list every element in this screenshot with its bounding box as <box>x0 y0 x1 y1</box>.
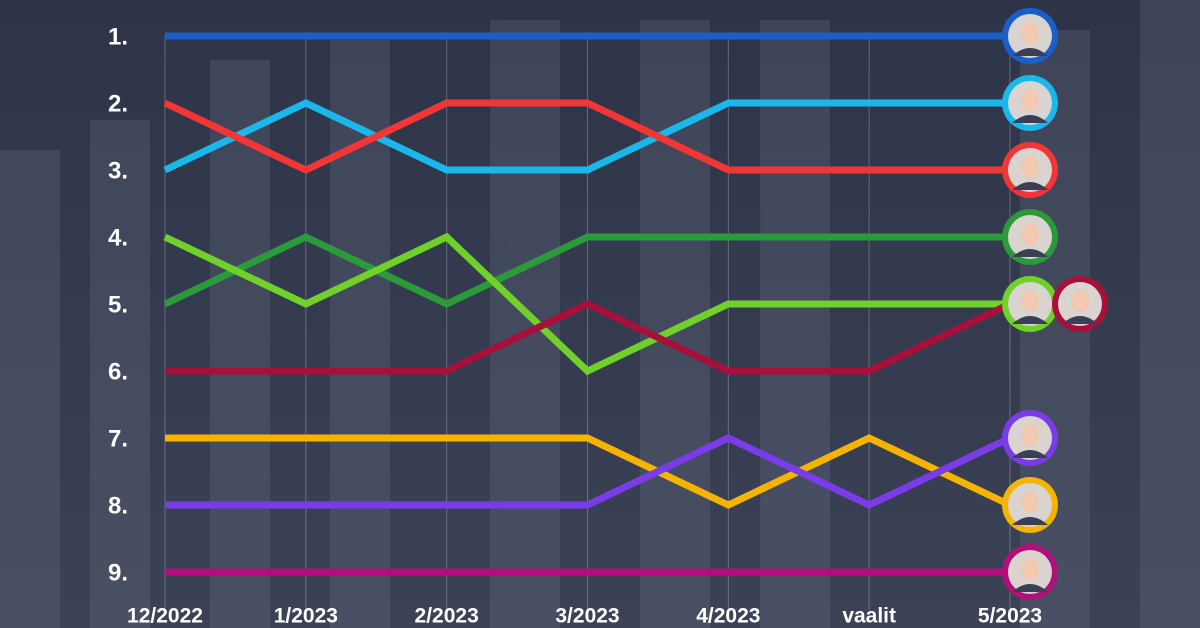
y-tick-label: 9. <box>108 559 128 586</box>
x-tick-label: vaalit <box>842 605 896 628</box>
avatar-face <box>1021 290 1039 312</box>
avatar <box>1002 8 1058 64</box>
series-line <box>163 99 1010 174</box>
y-tick-label: 4. <box>108 224 128 251</box>
avatar <box>1002 544 1058 600</box>
series-line <box>163 99 1010 174</box>
y-tick-label: 3. <box>108 157 128 184</box>
avatar-shoulders <box>1012 115 1048 123</box>
avatar-shoulders <box>1012 450 1048 458</box>
avatar-face <box>1071 290 1089 312</box>
x-tick-label: 5/2023 <box>978 605 1042 628</box>
x-tick-label: 12/2022 <box>127 605 203 628</box>
avatar <box>1002 209 1058 265</box>
x-tick-label: 4/2023 <box>696 605 760 628</box>
avatar <box>1052 276 1108 332</box>
y-tick-label: 2. <box>108 90 128 117</box>
avatar-shoulders <box>1012 48 1048 56</box>
avatar-face <box>1021 156 1039 178</box>
series-line <box>165 434 1012 509</box>
avatar <box>1002 142 1058 198</box>
y-tick-label: 5. <box>108 291 128 318</box>
y-tick-label: 1. <box>108 23 128 50</box>
x-tick-label: 3/2023 <box>555 605 619 628</box>
avatar-face <box>1021 424 1039 446</box>
avatar-face <box>1021 223 1039 245</box>
series-line <box>165 434 1012 509</box>
avatar <box>1002 276 1058 332</box>
avatar-shoulders <box>1062 316 1098 324</box>
avatar-shoulders <box>1012 316 1048 324</box>
series-line <box>165 300 1012 375</box>
avatar-shoulders <box>1012 517 1048 525</box>
series-line <box>163 232 1010 376</box>
avatar-face <box>1021 491 1039 513</box>
avatar <box>1002 75 1058 131</box>
y-tick-label: 7. <box>108 425 128 452</box>
avatar-shoulders <box>1012 249 1048 257</box>
x-tick-label: 1/2023 <box>274 605 338 628</box>
avatar-shoulders <box>1012 584 1048 592</box>
series-line <box>163 233 1010 308</box>
y-tick-label: 8. <box>108 492 128 519</box>
avatar <box>1002 410 1058 466</box>
avatar-face <box>1021 558 1039 580</box>
avatar-shoulders <box>1012 182 1048 190</box>
avatar-face <box>1021 89 1039 111</box>
avatar-face <box>1021 22 1039 44</box>
y-tick-label: 6. <box>108 358 128 385</box>
avatar <box>1002 477 1058 533</box>
x-tick-label: 2/2023 <box>415 605 479 628</box>
